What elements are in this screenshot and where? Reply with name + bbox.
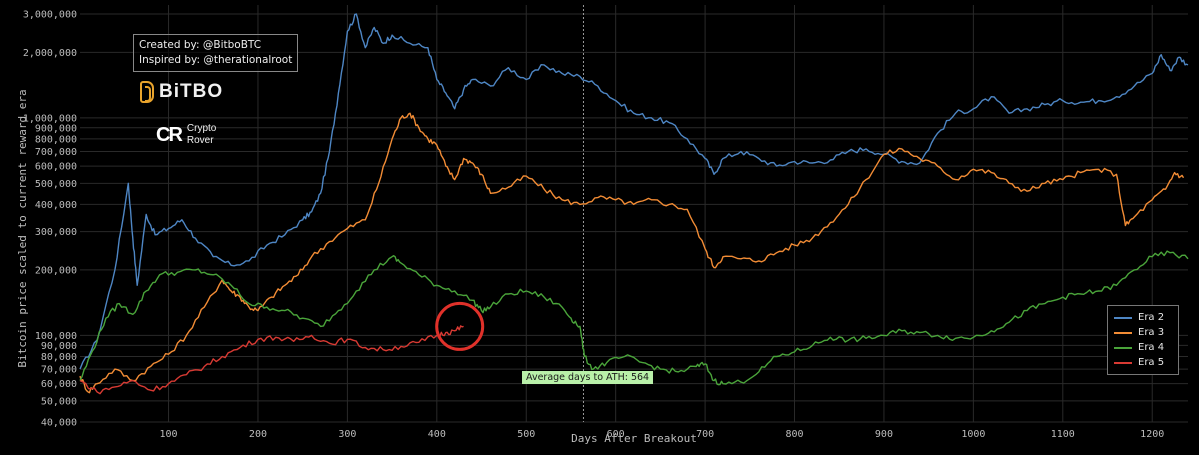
y-tick-label: 50,000 xyxy=(41,396,77,407)
legend-swatch-era4 xyxy=(1114,346,1132,349)
y-tick-label: 400,000 xyxy=(35,200,77,211)
legend-swatch-era3 xyxy=(1114,331,1132,334)
x-tick-label: 400 xyxy=(428,429,446,440)
y-tick-label: 1,000,000 xyxy=(23,113,77,124)
crypto-rover-line2: Rover xyxy=(186,135,214,146)
x-axis-title: Days After Breakout xyxy=(571,432,697,445)
y-tick-label: 600,000 xyxy=(35,162,77,173)
y-tick-label: 60,000 xyxy=(41,379,77,390)
legend-label-era2: Era 2 xyxy=(1138,312,1165,323)
credits-box: Created by: @BitboBTC Inspired by: @ther… xyxy=(133,34,299,72)
y-tick-label: 70,000 xyxy=(41,365,77,376)
x-tick-label: 800 xyxy=(785,429,803,440)
y-tick-label: 300,000 xyxy=(35,227,77,238)
crypto-rover-logo-icon: CR xyxy=(156,123,183,146)
legend-swatch-era2 xyxy=(1114,316,1132,319)
crypto-rover-logo: CR Crypto Rover xyxy=(156,123,216,147)
x-tick-label: 200 xyxy=(249,429,267,440)
grid xyxy=(80,5,1188,423)
highlight-circle xyxy=(435,301,485,351)
y-tick-label: 700,000 xyxy=(35,147,77,158)
x-tick-label: 500 xyxy=(517,429,535,440)
y-tick-label: 2,000,000 xyxy=(23,48,77,59)
y-tick-label: 40,000 xyxy=(41,418,77,429)
series-line-era2 xyxy=(79,13,1189,370)
series-line-era4 xyxy=(79,250,1189,386)
y-tick-label: 900,000 xyxy=(35,123,77,134)
y-tick-label: 200,000 xyxy=(35,265,77,276)
series-line-era5 xyxy=(79,325,464,395)
bitbo-logo: BiTBO xyxy=(140,81,223,103)
legend-swatch-era5 xyxy=(1114,361,1132,364)
x-tick-label: 1200 xyxy=(1140,429,1164,440)
x-tick-label: 300 xyxy=(338,429,356,440)
tick-labels: 40,000 50,000 60,000 70,000 80,00090,000100,… xyxy=(23,10,1164,440)
bitbo-logo-text: BiTBO xyxy=(159,81,224,102)
y-axis-title: Bitcoin price scaled to current reward e… xyxy=(16,89,29,367)
x-tick-label: 1000 xyxy=(961,429,985,440)
inspired-by-text: Inspired by: @therationalroot xyxy=(139,54,293,66)
legend-item-era5[interactable]: Era 5 xyxy=(1114,355,1172,370)
y-tick-label: 3,000,000 xyxy=(23,10,77,21)
legend-label-era4: Era 4 xyxy=(1138,342,1165,353)
created-by-text: Created by: @BitboBTC xyxy=(139,39,262,51)
x-tick-label: 700 xyxy=(696,429,714,440)
x-tick-label: 100 xyxy=(160,429,178,440)
legend-item-era4[interactable]: Era 4 xyxy=(1114,340,1172,355)
ath-annotation-label: Average days to ATH: 564 xyxy=(522,371,654,384)
legend-item-era3[interactable]: Era 3 xyxy=(1114,325,1172,340)
y-tick-label: 800,000 xyxy=(35,134,77,145)
y-tick-label: 500,000 xyxy=(35,179,77,190)
x-tick-label: 1100 xyxy=(1051,429,1075,440)
legend-label-era5: Era 5 xyxy=(1138,357,1165,368)
y-tick-label: 80,000 xyxy=(41,352,77,363)
bitbo-logo-icon xyxy=(140,81,154,103)
x-tick-label: 900 xyxy=(875,429,893,440)
series-line-era3 xyxy=(79,112,1185,394)
legend-item-era2[interactable]: Era 2 xyxy=(1114,310,1172,325)
series-lines xyxy=(79,13,1189,395)
legend-label-era3: Era 3 xyxy=(1138,327,1165,338)
legend: Era 2 Era 3 Era 4 Era 5 xyxy=(1107,305,1179,375)
crypto-rover-line1: Crypto xyxy=(186,123,217,134)
y-tick-label: 90,000 xyxy=(41,341,77,352)
x-tick-label: 600 xyxy=(607,429,625,440)
y-tick-label: 100,000 xyxy=(35,331,77,342)
